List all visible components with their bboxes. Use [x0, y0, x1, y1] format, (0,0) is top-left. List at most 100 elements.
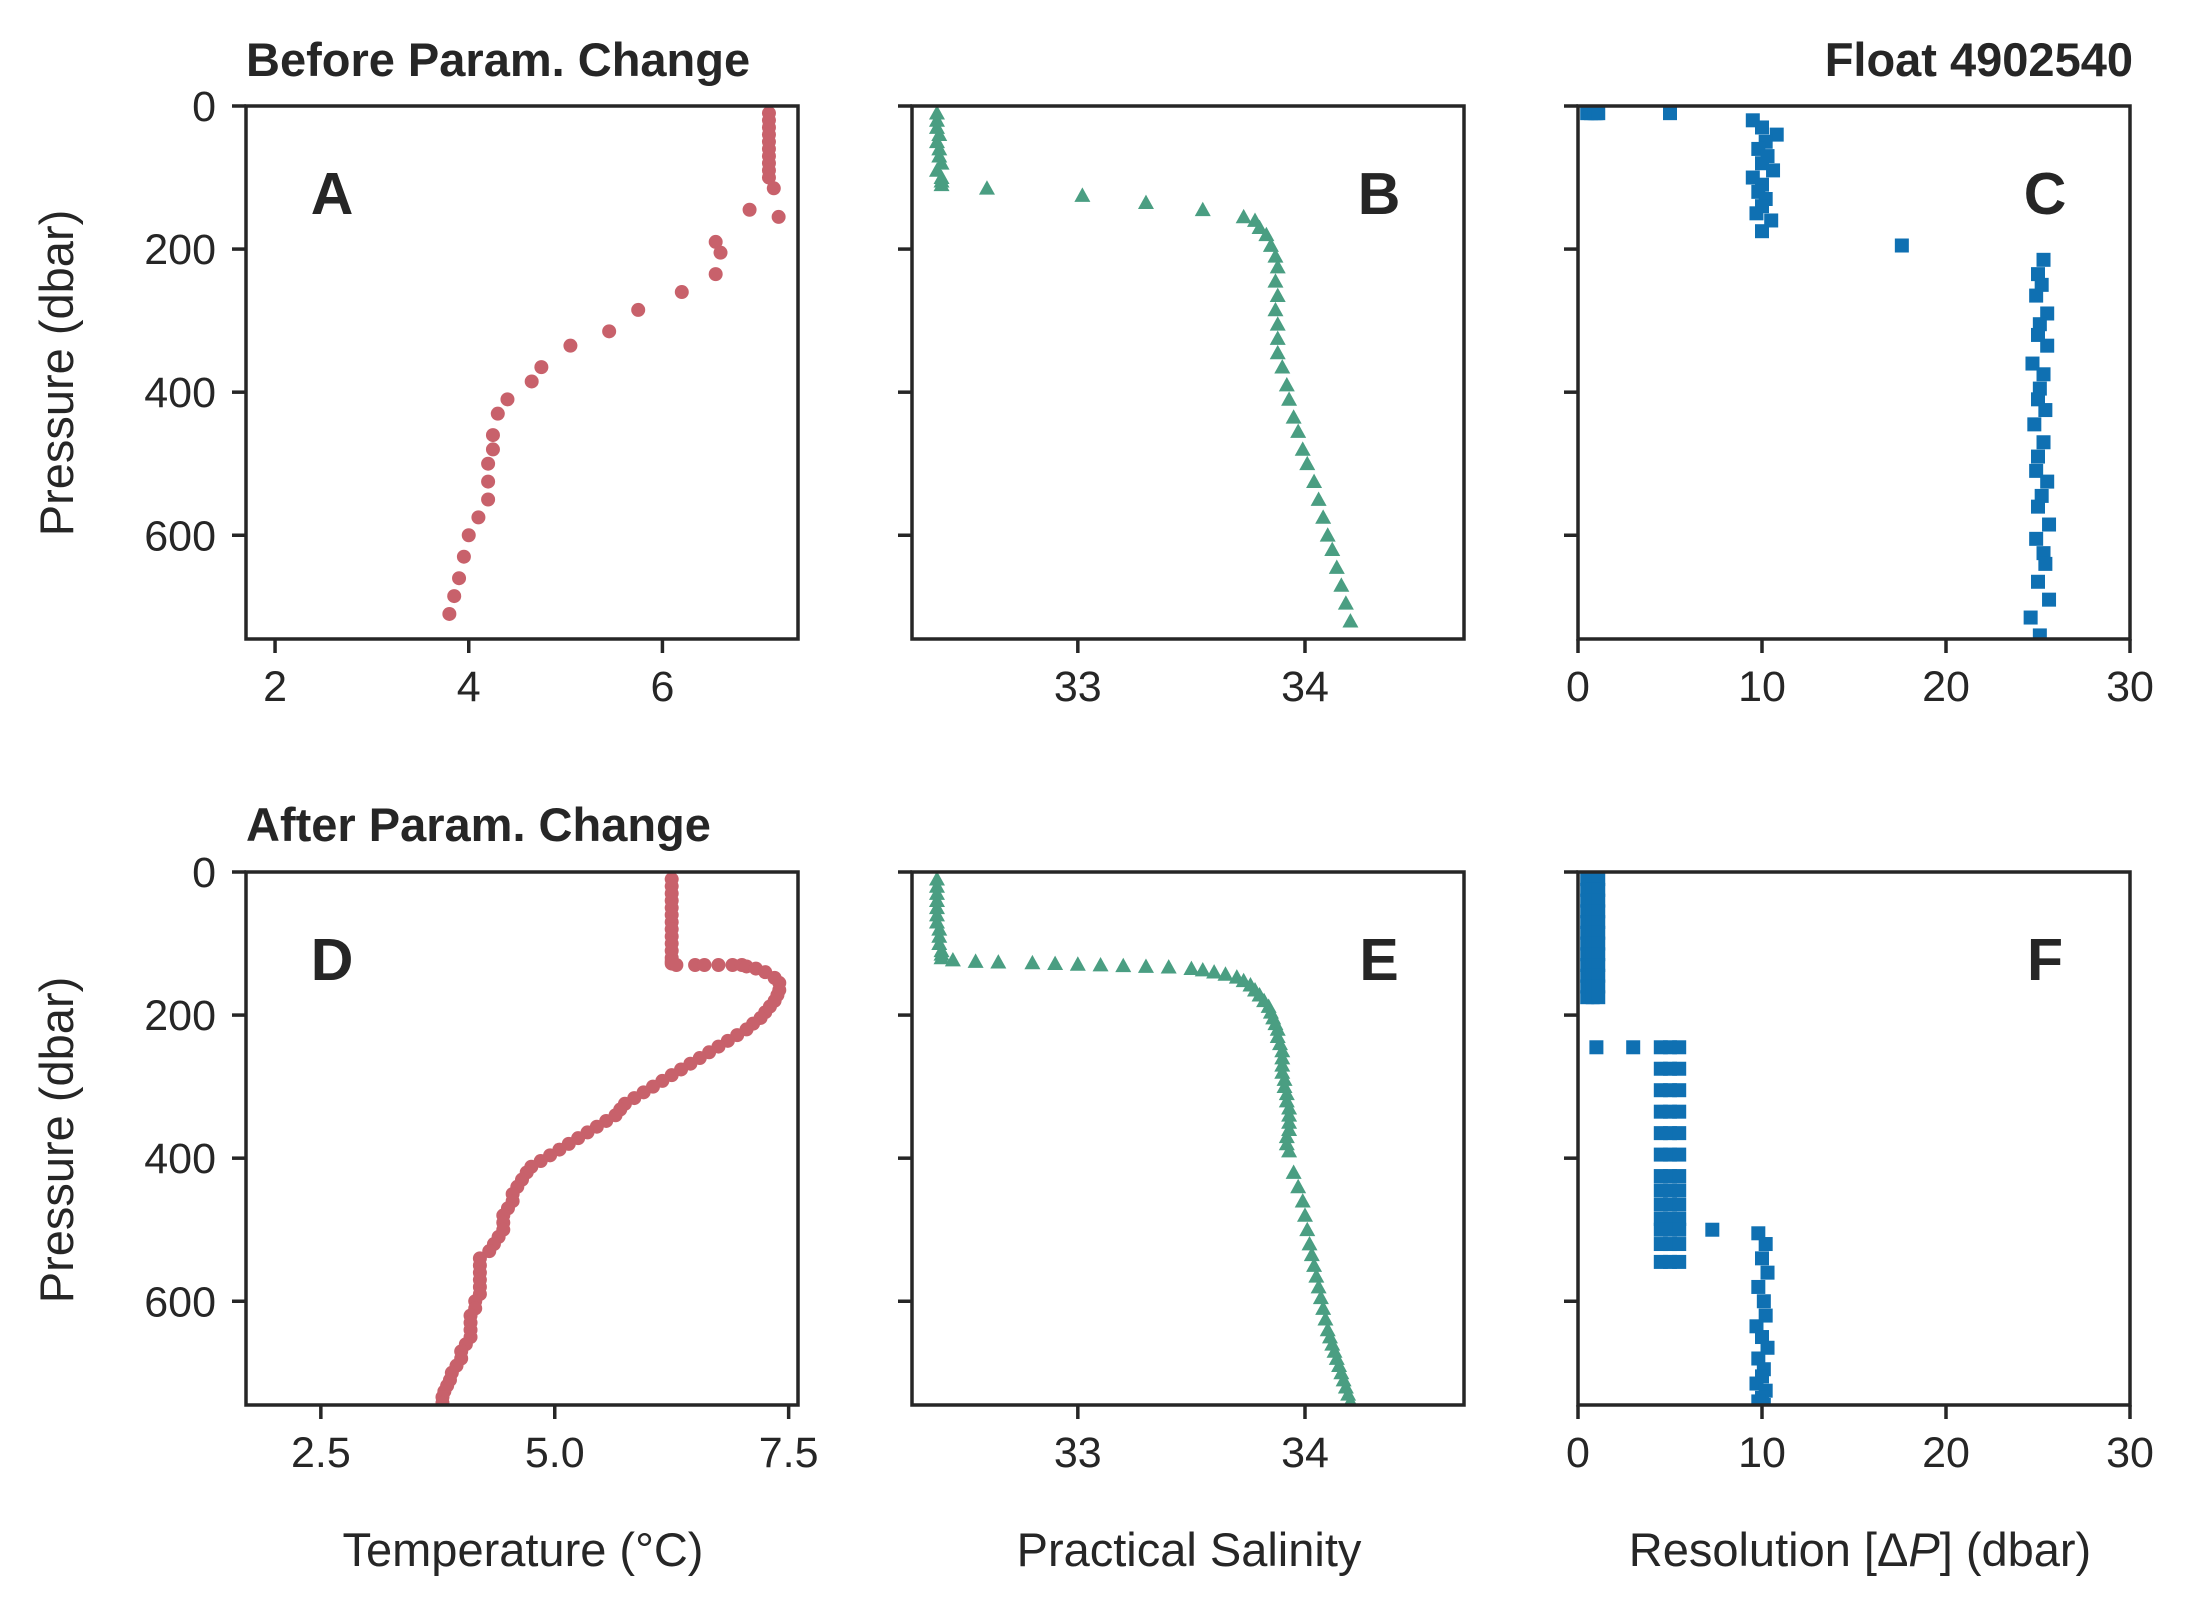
- data-point-B: [1294, 441, 1311, 456]
- data-point-B: [1267, 301, 1284, 317]
- data-point-F: [1591, 936, 1606, 951]
- data-point-A: [490, 406, 505, 421]
- data-point-E: [1137, 958, 1154, 973]
- data-point-E: [1308, 1268, 1325, 1283]
- data-point-A: [481, 492, 496, 507]
- data-point-F: [1672, 1169, 1687, 1184]
- data-point-B: [1333, 577, 1350, 592]
- data-point-F: [1672, 1237, 1687, 1252]
- data-point-E: [1317, 1311, 1334, 1326]
- data-point-C: [2031, 499, 2045, 514]
- data-point-F: [1672, 1083, 1687, 1098]
- data-point-D: [711, 958, 726, 973]
- data-point-D: [697, 958, 712, 973]
- panel-C: 0 10 20 30 C: [1564, 104, 2154, 711]
- data-point-A: [771, 209, 786, 224]
- data-point-C: [2036, 435, 2051, 450]
- data-point-F: [1758, 1308, 1773, 1323]
- x-tick-label-F: 10: [1738, 1429, 1786, 1477]
- data-point-B: [1251, 219, 1268, 235]
- data-point-F: [1626, 1040, 1641, 1055]
- data-point-A: [461, 528, 476, 543]
- data-point-B: [1267, 273, 1284, 288]
- data-point-B: [1269, 330, 1286, 345]
- data-point-A: [485, 442, 500, 457]
- data-point-F: [1672, 1040, 1687, 1055]
- data-point-A: [708, 267, 723, 282]
- data-point-C: [2031, 267, 2045, 282]
- data-point-E: [1315, 1300, 1332, 1315]
- data-point-B: [978, 180, 995, 195]
- data-point-E: [1024, 954, 1041, 970]
- data-point-E: [933, 949, 950, 965]
- data-point-F: [1760, 1265, 1775, 1280]
- data-point-A: [481, 474, 496, 489]
- panel-A: 2 4 6 0 200 400 600 A: [144, 83, 800, 711]
- data-point-B: [1310, 491, 1327, 506]
- data-point-C: [1755, 120, 1769, 135]
- data-point-F: [1591, 968, 1606, 983]
- data-point-B: [1074, 187, 1091, 202]
- x-tick-label-F: 0: [1566, 1429, 1590, 1477]
- x-tick-label-E: 33: [1054, 1429, 1102, 1477]
- data-point-B: [1278, 377, 1295, 392]
- data-point-F: [1591, 915, 1606, 930]
- data-point-E: [1306, 1257, 1323, 1272]
- data-point-B: [1315, 509, 1332, 524]
- data-point-E: [1115, 957, 1132, 973]
- axes-frame-E: [910, 870, 1466, 1407]
- data-point-C: [2038, 403, 2053, 418]
- data-point-F: [1756, 1398, 1771, 1405]
- data-point-B: [1328, 559, 1345, 574]
- data-point-B: [1258, 226, 1275, 242]
- data-point-B: [1299, 455, 1316, 471]
- data-point-C: [2034, 488, 2049, 503]
- data-point-A: [602, 324, 617, 339]
- points-F: [1580, 872, 1775, 1405]
- y-tick-label-A: 0: [192, 83, 216, 131]
- data-point-F: [1672, 1104, 1687, 1119]
- panel-label-D: D: [311, 927, 354, 993]
- figure-title-after: After Param. Change: [246, 798, 711, 851]
- data-point-B: [1285, 409, 1302, 424]
- data-point-F: [1672, 1147, 1687, 1162]
- points-B: [928, 106, 1359, 628]
- data-point-E: [1183, 960, 1200, 975]
- data-point-A: [713, 245, 728, 260]
- x-tick-label-C: 20: [1922, 663, 1970, 711]
- x-tick-label-A: 2: [263, 663, 287, 711]
- data-point-A: [447, 589, 462, 604]
- data-point-E: [1312, 1289, 1329, 1305]
- data-point-C: [1591, 106, 1606, 121]
- data-point-C: [1764, 213, 1779, 228]
- x-tick-label-C: 10: [1738, 663, 1786, 711]
- data-point-F: [1591, 872, 1606, 887]
- data-point-A: [563, 338, 578, 353]
- data-point-C: [2040, 338, 2055, 353]
- data-point-A: [442, 606, 457, 621]
- data-point-A: [674, 285, 689, 300]
- axes-frame-D: [244, 870, 800, 1407]
- data-point-C: [1749, 206, 1764, 221]
- x-tick-label-F: 30: [2106, 1429, 2154, 1477]
- axes-frame-F: [1576, 870, 2132, 1407]
- data-point-F: [1672, 1254, 1687, 1269]
- data-point-A: [761, 170, 776, 185]
- y-tick-label-D: 0: [192, 849, 216, 897]
- data-point-F: [1751, 1279, 1766, 1294]
- data-point-B: [1337, 595, 1354, 610]
- data-point-C: [2042, 592, 2057, 607]
- data-point-F: [1758, 1237, 1773, 1252]
- data-point-F: [1749, 1319, 1764, 1334]
- data-point-F: [1591, 904, 1606, 919]
- data-point-F: [1591, 958, 1606, 973]
- y-tick-label-D: 600: [144, 1278, 216, 1326]
- data-point-F: [1672, 1126, 1687, 1141]
- data-point-F: [1672, 1183, 1687, 1198]
- data-point-F: [1591, 882, 1606, 897]
- data-point-E: [1310, 1278, 1327, 1294]
- data-point-B: [1269, 287, 1286, 302]
- data-point-A: [708, 234, 723, 249]
- panel-E: 33 34 E: [898, 870, 1466, 1477]
